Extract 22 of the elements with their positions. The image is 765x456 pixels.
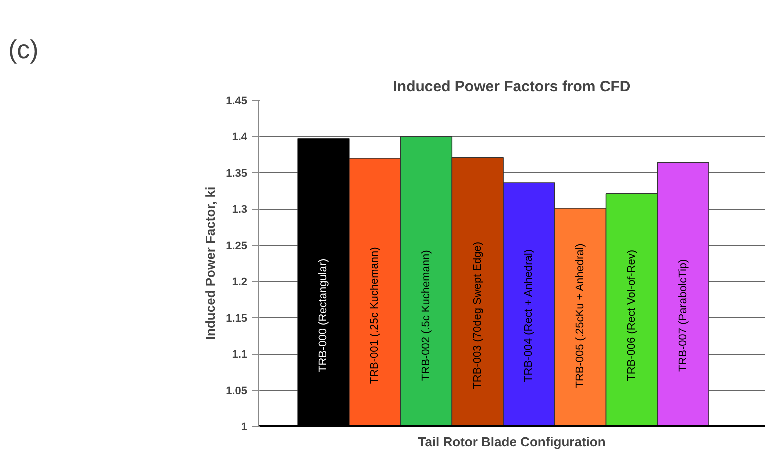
x-tick-label: TRB-000 (Rectangular)	[318, 258, 330, 373]
x-tick-label: TRB-002 (.5c Kuchemann)	[420, 250, 432, 382]
x-axis-title: Tail Rotor Blade Configuration	[418, 434, 606, 450]
y-tick-label: 1.05	[226, 385, 248, 398]
y-tick-label: 1.25	[226, 240, 248, 252]
x-tick-label: TRB-007 (ParabolcTip)	[677, 259, 690, 372]
y-tick-label: 1	[241, 422, 248, 434]
y-tick-label: 1.2	[232, 276, 248, 289]
x-tick-label: TRB-006 (Rect Vol-of-Rev)	[626, 250, 638, 382]
y-tick-label: 1.15	[226, 312, 248, 325]
x-tick-label: TRB-004 (Rect + Anhedral)	[523, 249, 536, 382]
chart-title: Induced Power Factors from CFD	[393, 78, 631, 96]
x-tick-label: TRB-001 (.25c Kuchemann)	[369, 247, 382, 384]
y-axis-title: Induced Power Factor, ki	[203, 186, 218, 340]
y-tick-label: 1.1	[232, 349, 248, 362]
y-tick-label: 1.4	[232, 132, 248, 144]
y-tick-label: 1.3	[232, 204, 248, 216]
y-tick-label: 1.45	[226, 96, 248, 108]
text: (c)	[8, 34, 39, 64]
y-tick-label: 1.35	[226, 168, 248, 180]
x-tick-label: TRB-005 (.25cKu + Anhedral)	[574, 244, 587, 388]
x-tick-label: TRB-003 (70deg Swept Edge)	[472, 242, 484, 390]
